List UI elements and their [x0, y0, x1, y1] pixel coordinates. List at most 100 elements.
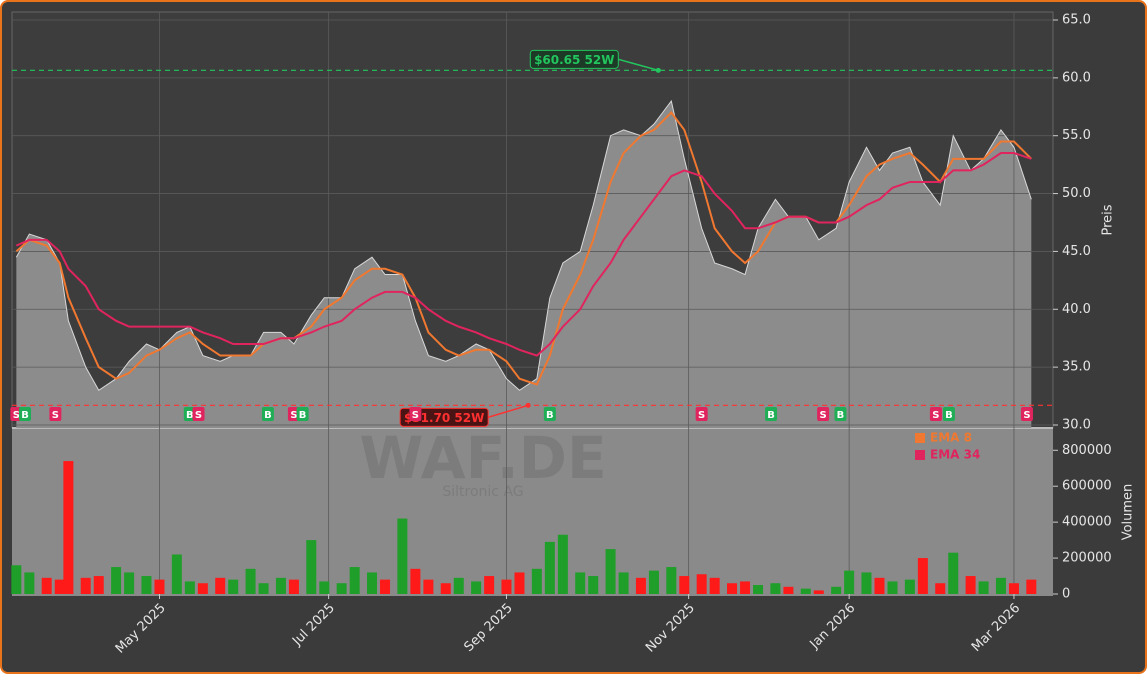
volume-bar — [635, 577, 646, 594]
y-tick-label: 200000 — [1062, 551, 1112, 566]
volume-bar — [471, 581, 482, 594]
signal-marker — [261, 407, 274, 421]
volume-bar — [844, 570, 855, 594]
volume-bar — [648, 570, 659, 594]
signal-label: B — [299, 410, 307, 421]
volume-bar — [336, 583, 347, 594]
x-tick-label: Sep 2025 — [462, 601, 516, 655]
signal-label: B — [837, 410, 845, 421]
watermark-ticker: WAF.DE — [359, 424, 606, 492]
signal-label: B — [945, 410, 953, 421]
volume-bar — [453, 577, 464, 594]
signal-marker — [817, 407, 830, 421]
annotation-point — [525, 402, 531, 408]
legend-label: EMA 34 — [930, 448, 980, 462]
signal-marker — [49, 407, 62, 421]
volume-bar — [245, 568, 256, 594]
annotation-point — [655, 67, 661, 73]
legend-swatch — [915, 450, 925, 460]
y-tick-label: 40.0 — [1062, 302, 1091, 317]
signal-label: S — [932, 410, 939, 421]
signal-marker — [695, 407, 708, 421]
volume-bar — [1026, 579, 1037, 594]
annotation-label: $31.70 52W — [404, 411, 484, 425]
annotation: $60.65 52W — [529, 49, 661, 73]
annotation-arrow — [487, 404, 529, 419]
volume-bar — [349, 567, 360, 594]
signal-label: B — [264, 410, 272, 421]
signal-marker — [19, 407, 32, 421]
signal-marker — [192, 407, 205, 421]
volume-bar — [410, 568, 421, 594]
price-area — [16, 100, 1032, 429]
legend-label: EMA 8 — [930, 431, 972, 445]
price-line — [15, 99, 1032, 391]
y-tick-label: 60.0 — [1062, 70, 1091, 85]
volume-bar — [171, 554, 182, 594]
signal-label: B — [546, 410, 554, 421]
y-tick-label: 400000 — [1062, 515, 1112, 530]
volume-bar — [861, 572, 872, 594]
volume-bar — [544, 541, 555, 594]
volume-bar — [588, 576, 599, 594]
signal-marker — [765, 407, 778, 421]
signal-marker — [942, 407, 955, 421]
y-axis-label: Volumen — [1121, 484, 1136, 541]
signal-label: S — [820, 410, 827, 421]
volume-bar — [666, 567, 677, 594]
volume-bar — [575, 572, 586, 594]
volume-bar — [11, 565, 22, 594]
volume-bar — [831, 586, 842, 594]
y-axis-label: Preis — [1101, 204, 1116, 235]
y-tick-label: 35.0 — [1062, 360, 1091, 375]
y-tick-label: 65.0 — [1062, 12, 1091, 27]
y-tick-label: 50.0 — [1062, 186, 1091, 201]
signal-label: S — [1023, 410, 1030, 421]
signal-marker — [834, 407, 847, 421]
volume-bar — [288, 579, 299, 594]
x-tick-label: Jul 2025 — [289, 601, 338, 650]
volume-bar — [531, 568, 542, 594]
volume-bar — [727, 583, 738, 594]
volume-bar — [367, 572, 378, 594]
volume-bar — [783, 586, 794, 594]
volume-bar — [605, 549, 616, 594]
signal-label: S — [290, 410, 297, 421]
signal-label: B — [21, 410, 29, 421]
volume-bar — [1008, 583, 1019, 594]
x-tick-label: May 2025 — [113, 601, 169, 657]
volume-bar — [258, 583, 269, 594]
volume-bar — [423, 579, 434, 594]
volume-bar — [696, 574, 707, 594]
volume-panel — [12, 428, 1053, 596]
volume-bar — [484, 576, 495, 594]
volume-bar — [380, 579, 391, 594]
ema-line — [15, 152, 1032, 357]
volume-bar — [93, 576, 104, 594]
x-tick-label: Mar 2026 — [969, 601, 1023, 655]
volume-bar — [275, 577, 286, 594]
volume-bar — [24, 572, 35, 594]
volume-bar — [197, 583, 208, 594]
volume-bar — [184, 581, 195, 594]
signal-label: S — [52, 410, 59, 421]
signal-marker — [929, 407, 942, 421]
volume-bar — [709, 577, 720, 594]
volume-bar — [141, 576, 152, 594]
volume-bar — [514, 572, 525, 594]
volume-bar — [228, 579, 239, 594]
y-tick-label: 800000 — [1062, 443, 1112, 458]
x-tick-label: Jan 2026 — [807, 601, 859, 653]
signal-label: S — [698, 410, 705, 421]
volume-bar — [874, 577, 885, 594]
ema-line — [15, 111, 1033, 386]
volume-bar — [965, 576, 976, 594]
volume-bar — [397, 518, 408, 594]
volume-bar — [978, 581, 989, 594]
legend-swatch — [915, 433, 925, 443]
signal-label: B — [186, 410, 194, 421]
signal-marker — [543, 407, 556, 421]
volume-bar — [80, 577, 91, 594]
